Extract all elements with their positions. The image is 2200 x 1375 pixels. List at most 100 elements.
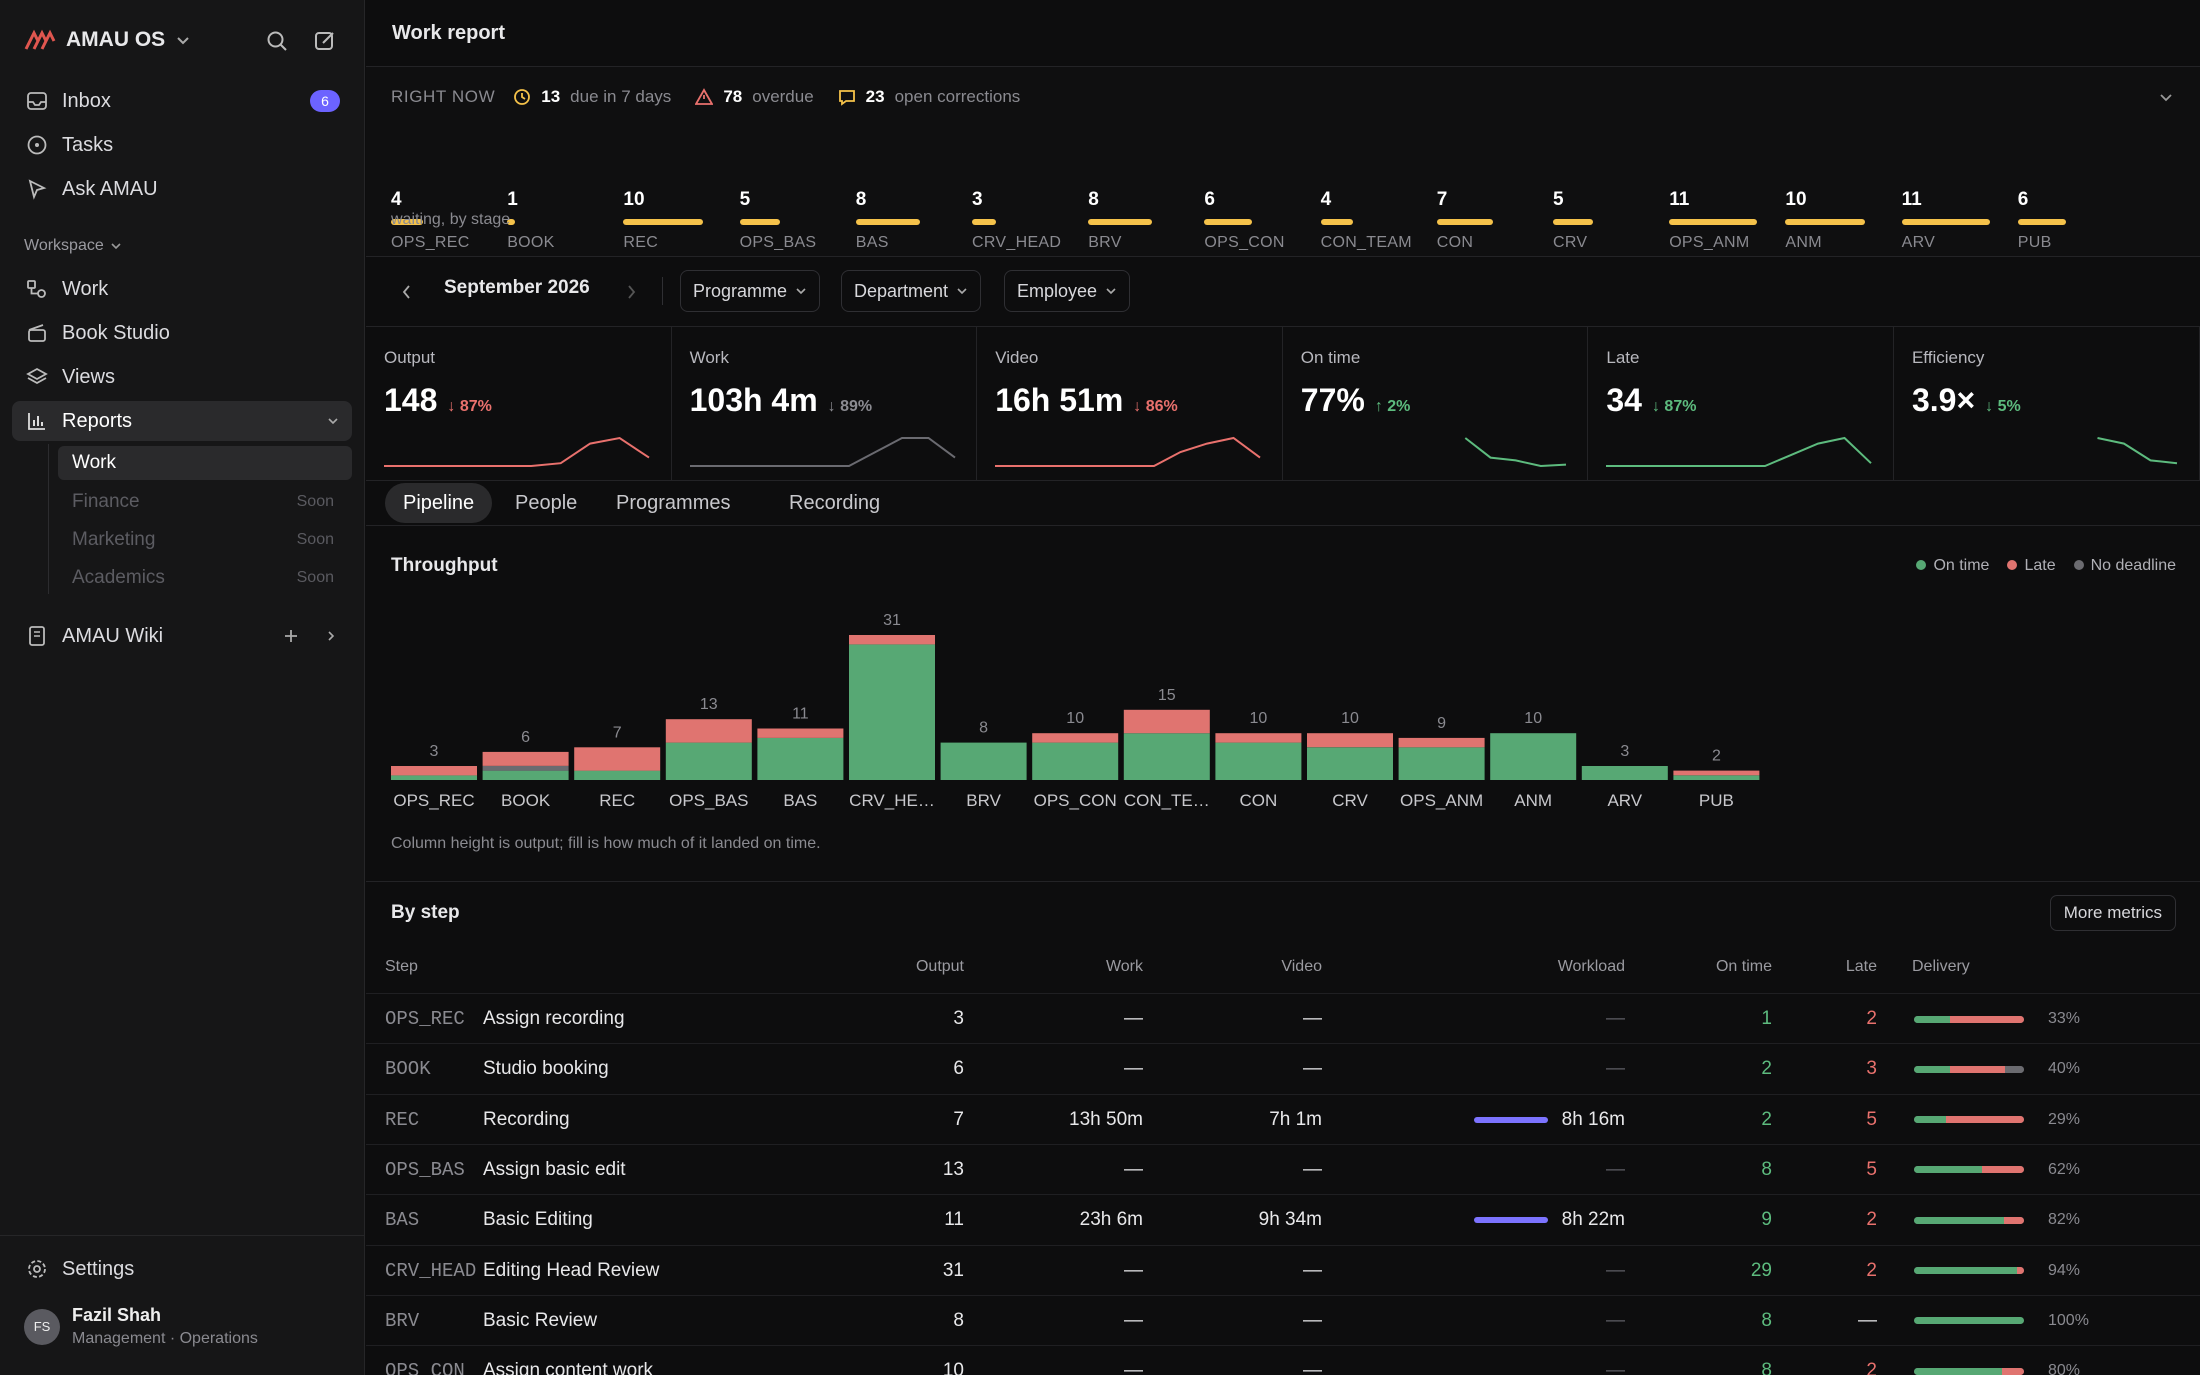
- sub-label: Academics: [72, 567, 165, 588]
- stage-ops-bas[interactable]: 5 OPS_BAS: [739, 189, 817, 252]
- table-row[interactable]: BRV Basic Review 8 — — — 8 — 100%: [366, 1294, 2200, 1345]
- user-profile[interactable]: FS Fazil Shah Management · Operations: [24, 1305, 258, 1348]
- table-row[interactable]: BAS Basic Editing 11 23h 6m 9h 34m 8h 22m 9 2 82…: [366, 1194, 2200, 1244]
- tab-recording[interactable]: Recording: [789, 491, 881, 514]
- kpi-sparkline: [1606, 436, 1873, 467]
- table-row[interactable]: OPS_BAS Assign basic edit 13 — — — 8 5 62%: [366, 1143, 2200, 1194]
- col-late: Late: [1845, 958, 1877, 975]
- stage-bar: [972, 219, 996, 225]
- workload-cell: —: [1606, 994, 1625, 1044]
- department-dropdown[interactable]: Department: [841, 270, 982, 312]
- next-month-icon[interactable]: [622, 283, 640, 301]
- plus-icon[interactable]: [282, 627, 300, 645]
- stage-count: 10: [1785, 189, 1807, 210]
- step-code: BAS: [385, 1209, 420, 1232]
- stage-anm[interactable]: 10 ANM: [1785, 189, 1866, 252]
- right-now-summary: RIGHT NOW 13 due in 7 days 78 overdue 23…: [391, 82, 1020, 112]
- nav-label: Work: [62, 277, 109, 300]
- more-metrics-button[interactable]: More metrics: [2049, 895, 2176, 931]
- table-row[interactable]: CRV_HEAD Editing Head Review 31 — — — 29 2 94%: [366, 1244, 2200, 1295]
- sparkline-path: [1464, 437, 1566, 468]
- video-value: 7h 1m: [1269, 1108, 1322, 1130]
- kpi-delta: ↓ 87%: [1651, 398, 1697, 415]
- nav-tasks[interactable]: Tasks: [12, 125, 352, 165]
- tab-pipeline[interactable]: Pipeline: [385, 483, 493, 523]
- step-name: Basic Editing: [483, 1209, 593, 1231]
- dropdown-label: Department: [854, 280, 949, 301]
- compose-icon[interactable]: [310, 26, 340, 56]
- nav-work[interactable]: Work: [12, 269, 352, 309]
- stage-pub[interactable]: 6 PUB: [2017, 189, 2066, 252]
- search-icon[interactable]: [262, 26, 292, 56]
- step-name: Assign recording: [483, 1008, 625, 1029]
- stage-code: BAS: [855, 234, 889, 251]
- bar-rec[interactable]: [574, 747, 661, 780]
- stage-ops-anm[interactable]: 11 OPS_ANM: [1669, 189, 1758, 252]
- bar-bas[interactable]: [757, 728, 844, 781]
- bar-ops_con[interactable]: [1032, 733, 1119, 780]
- collapse-chevron-icon[interactable]: [2158, 89, 2174, 105]
- workspace-switcher[interactable]: AMAU OS: [24, 24, 191, 56]
- prev-month-icon[interactable]: [398, 283, 416, 301]
- category-label: CON_TE…: [1124, 791, 1210, 810]
- stage-arv[interactable]: 11 ARV: [1901, 189, 1990, 252]
- tab-programmes[interactable]: Programmes: [616, 491, 731, 514]
- tab-people[interactable]: People: [515, 491, 578, 514]
- stage-code: CRV_HEAD: [972, 234, 1062, 251]
- user-name: Fazil Shah: [72, 1305, 162, 1325]
- nav-settings[interactable]: Settings: [12, 1249, 352, 1289]
- table-row[interactable]: OPS_CON Assign content work 10 — — — 8 2 80%: [366, 1345, 2200, 1375]
- stage-crv-head[interactable]: 3 CRV_HEAD: [972, 189, 1061, 252]
- stage-bar: [1204, 219, 1253, 225]
- nav-amau-wiki[interactable]: AMAU Wiki: [12, 616, 352, 656]
- nav-ask-amau[interactable]: Ask AMAU: [12, 169, 352, 209]
- bar-book[interactable]: [482, 751, 569, 780]
- bar-late: [1215, 733, 1302, 743]
- employee-dropdown[interactable]: Employee: [1004, 270, 1131, 312]
- chevron-right-icon[interactable]: [324, 629, 338, 643]
- stage-con-team[interactable]: 4 CON_TEAM: [1320, 189, 1412, 252]
- table-row[interactable]: BOOK Studio booking 6 — — — 2 3 40%: [366, 1043, 2200, 1093]
- bar-late: [574, 747, 661, 771]
- stage-brv[interactable]: 8 BRV: [1088, 189, 1153, 252]
- stage-bar: [1669, 219, 1758, 225]
- cursor-icon: [28, 179, 47, 200]
- stage-ops-con[interactable]: 6 OPS_CON: [1204, 189, 1284, 252]
- bar-anm[interactable]: [1490, 733, 1577, 780]
- stage-crv[interactable]: 5 CRV: [1553, 189, 1593, 252]
- stage-book[interactable]: 1 BOOK: [507, 189, 554, 252]
- stage-ops-rec[interactable]: 4 OPS_REC: [391, 189, 470, 252]
- bar-con[interactable]: [1215, 733, 1302, 780]
- workload-bar: [1473, 1217, 1548, 1224]
- bar-ops_anm[interactable]: [1398, 737, 1485, 780]
- programme-dropdown[interactable]: Programme: [680, 270, 821, 312]
- stage-bas[interactable]: 8 BAS: [855, 189, 920, 252]
- nav-book-studio[interactable]: Book Studio: [12, 313, 352, 353]
- bar-ops_rec[interactable]: [391, 766, 477, 780]
- report-work[interactable]: Work: [58, 446, 352, 480]
- sparkline-path: [995, 436, 1261, 467]
- nav-inbox[interactable]: Inbox 6: [12, 81, 352, 121]
- kpi-on-time: On time 77% ↑ 2%: [1283, 326, 1589, 481]
- nav-views[interactable]: Views: [12, 357, 352, 397]
- by-step-title: By step: [391, 902, 460, 923]
- bar-ops_bas[interactable]: [665, 719, 752, 780]
- workspace-section-toggle[interactable]: Workspace: [24, 237, 122, 255]
- bar-arv[interactable]: [1581, 766, 1668, 780]
- bar-crv_he…[interactable]: [849, 635, 935, 780]
- inbox-icon: [27, 92, 47, 110]
- bar-brv[interactable]: [940, 742, 1027, 780]
- output-value: 8: [953, 1309, 964, 1331]
- bar-pub[interactable]: [1673, 770, 1760, 780]
- nav-reports[interactable]: Reports: [12, 401, 352, 441]
- delivery-bar: [1914, 1015, 2024, 1023]
- kpi-title: Output: [384, 348, 436, 367]
- stage-rec[interactable]: 10 REC: [623, 189, 704, 252]
- table-row[interactable]: OPS_REC Assign recording 3 — — — 1 2 33%: [366, 993, 2200, 1043]
- bar-crv[interactable]: [1307, 733, 1393, 780]
- table-row[interactable]: REC Recording 7 13h 50m 7h 1m 8h 16m 2 5 29%: [366, 1093, 2200, 1144]
- bar-on-time: [1032, 742, 1119, 780]
- bar-con_te…[interactable]: [1123, 709, 1210, 780]
- dropdown-label: Employee: [1017, 280, 1098, 301]
- stage-con[interactable]: 7 CON: [1436, 189, 1493, 252]
